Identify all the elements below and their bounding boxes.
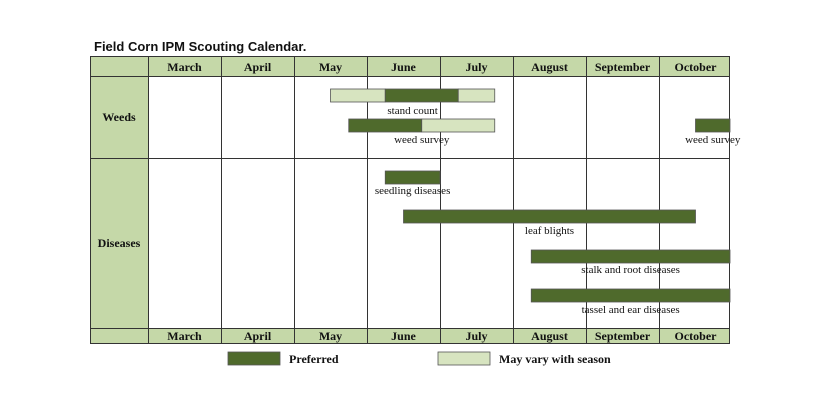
- bar-segment-preferred: [384, 88, 459, 103]
- month-label-bottom: September: [595, 329, 651, 343]
- bar-label: stalk and root diseases: [581, 264, 680, 276]
- bar-label: stand count: [387, 105, 437, 117]
- month-label-top: May: [319, 60, 342, 74]
- legend-label-may-vary: May vary with season: [499, 352, 611, 366]
- bar-segment-may-vary: [421, 118, 496, 133]
- bar-segment-preferred: [403, 209, 696, 224]
- month-label-top: October: [675, 60, 718, 74]
- bar-segment-preferred: [348, 118, 423, 133]
- bar-label: leaf blights: [525, 225, 574, 237]
- bar-segment-preferred: [530, 249, 731, 264]
- bar-label: weed survey: [685, 134, 741, 146]
- row-label-weeds: Weeds: [102, 110, 136, 124]
- month-label-top: April: [244, 60, 272, 74]
- bar-label: tassel and ear diseases: [582, 304, 680, 316]
- month-label-bottom: June: [391, 329, 416, 343]
- chart-title: Field Corn IPM Scouting Calendar.: [94, 39, 306, 54]
- bar-label: weed survey: [394, 134, 450, 146]
- bar-segment-preferred: [530, 288, 731, 303]
- month-label-bottom: March: [167, 329, 202, 343]
- month-label-bottom: July: [465, 329, 487, 343]
- bar-label: seedling diseases: [375, 185, 450, 197]
- month-label-top: September: [595, 60, 651, 74]
- header-month-band-bottom: [90, 328, 730, 344]
- month-label-bottom: October: [675, 329, 718, 343]
- month-label-top: August: [531, 60, 568, 74]
- legend-swatch-preferred: [227, 351, 281, 366]
- month-label-top: March: [167, 60, 202, 74]
- bar-segment-preferred: [695, 118, 731, 133]
- legend-swatch-may-vary: [437, 351, 491, 366]
- table-border: [90, 56, 730, 344]
- month-label-bottom: August: [531, 329, 568, 343]
- header-month-band-top: [90, 56, 730, 76]
- row-label-column: [90, 76, 148, 328]
- legend-label-preferred: Preferred: [289, 352, 339, 366]
- bar-segment-may-vary: [330, 88, 386, 103]
- bar-segment-preferred: [384, 170, 441, 185]
- month-label-top: July: [465, 60, 487, 74]
- row-label-diseases: Diseases: [98, 236, 141, 250]
- bar-segment-may-vary: [457, 88, 496, 103]
- month-label-bottom: April: [244, 329, 272, 343]
- month-label-bottom: May: [319, 329, 342, 343]
- month-label-top: June: [391, 60, 416, 74]
